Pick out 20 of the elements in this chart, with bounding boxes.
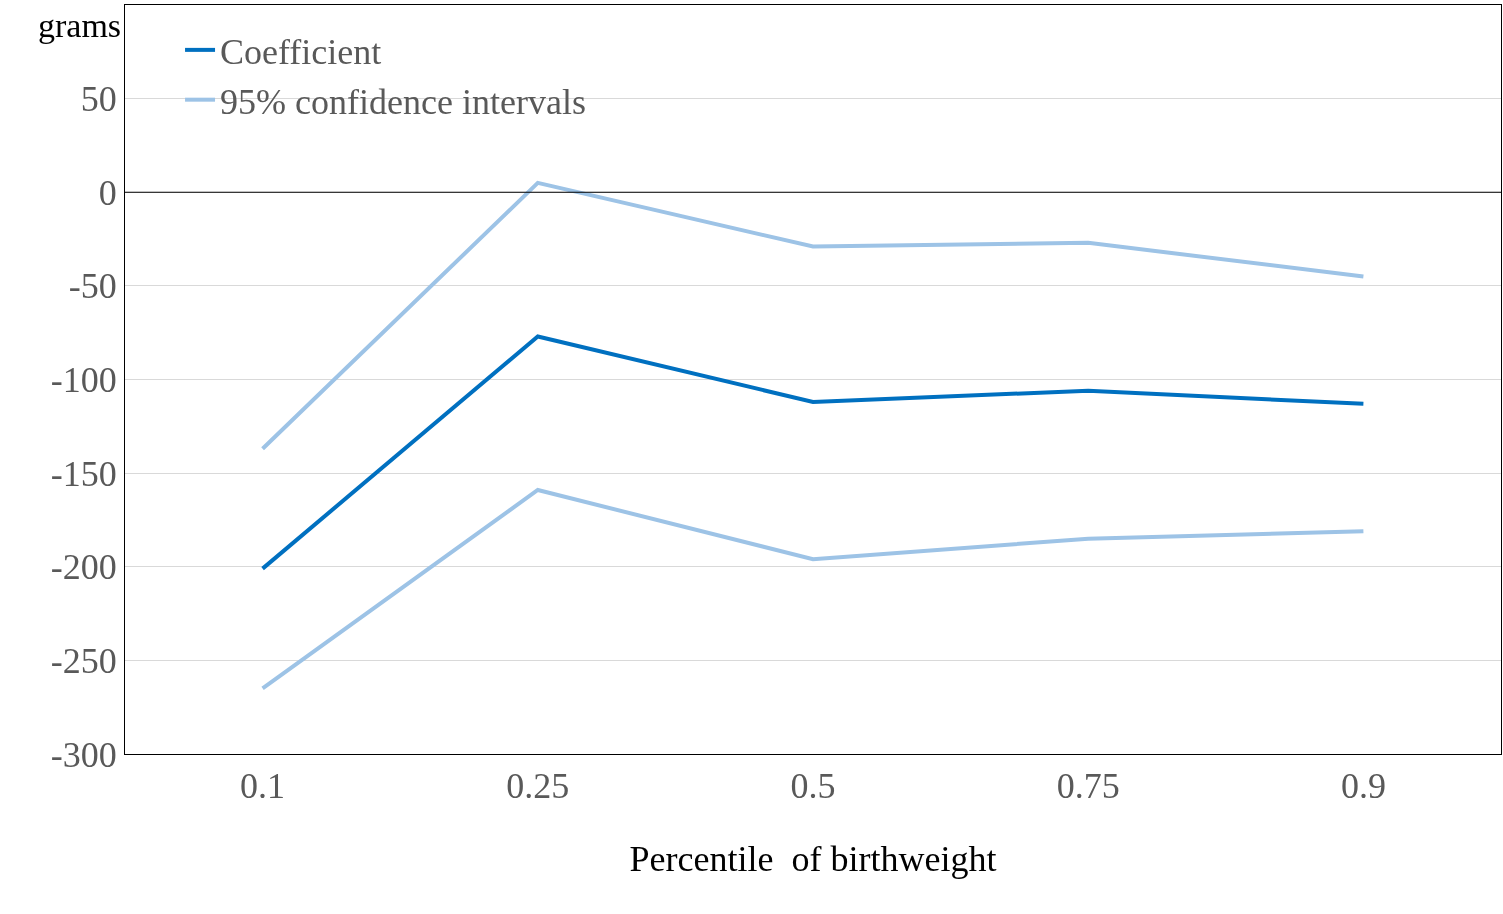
x-tick-label: 0.5 [790, 766, 836, 807]
y-axis-title: grams [38, 7, 122, 44]
y-tick-label: -100 [50, 360, 117, 401]
x-axis-title: Percentile of birthweight [629, 838, 997, 879]
y-tick-label: 50 [80, 79, 117, 120]
legend-label: 95% confidence intervals [220, 81, 586, 122]
line-series [260, 334, 1366, 571]
x-tick-label: 0.75 [1056, 766, 1120, 807]
line-series [260, 487, 1366, 691]
y-tick-label: -300 [50, 734, 117, 775]
x-tick-label: 0.25 [506, 766, 570, 807]
legend-label: Coefficient [220, 31, 382, 72]
y-tick-label: -200 [50, 547, 117, 588]
x-tick-label: 0.9 [1340, 766, 1386, 807]
y-tick-label: -250 [50, 640, 117, 681]
y-tick-label: 0 [98, 172, 117, 213]
line-series [260, 180, 1366, 451]
y-tick-label: -50 [68, 266, 117, 307]
x-tick-label: 0.1 [240, 766, 286, 807]
y-tick-label: -150 [50, 453, 117, 494]
